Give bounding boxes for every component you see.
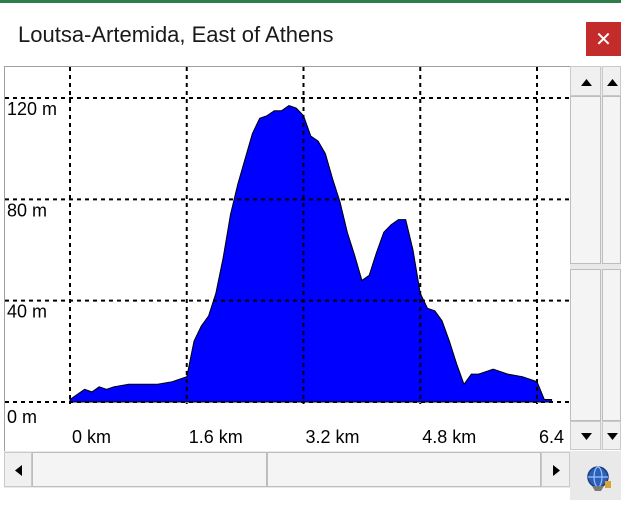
scroll-down-button[interactable] xyxy=(570,421,601,450)
y-tick-label: 80 m xyxy=(7,200,47,220)
scroll-down-button-secondary[interactable] xyxy=(602,421,621,450)
window-accent-bar xyxy=(0,0,621,3)
horizontal-scroll-track-left[interactable] xyxy=(32,452,267,487)
elevation-chart-svg: 0 m 40 m 80 m 120 m 0 km 1.6 km 3.2 km 4.8 km 6.… xyxy=(5,67,571,447)
arrow-left-icon xyxy=(15,465,22,476)
vertical-scroll-thumb-secondary[interactable] xyxy=(602,96,621,264)
x-tick-label: 6.4 km xyxy=(539,427,571,447)
arrow-up-icon xyxy=(581,79,592,86)
close-button[interactable]: ✕ xyxy=(586,22,621,56)
arrow-down-icon xyxy=(607,433,618,440)
elevation-area xyxy=(69,105,553,403)
x-tick-label: 4.8 km xyxy=(422,427,476,447)
scroll-up-button-secondary[interactable] xyxy=(602,66,621,96)
x-tick-label: 3.2 km xyxy=(306,427,360,447)
vertical-scrollbar[interactable] xyxy=(570,66,621,450)
scroll-left-button[interactable] xyxy=(4,452,32,487)
vertical-scroll-track-lower[interactable] xyxy=(570,269,601,421)
horizontal-scroll-thumb[interactable] xyxy=(267,452,541,487)
horizontal-scrollbar[interactable] xyxy=(4,451,570,488)
arrow-up-icon xyxy=(607,79,618,86)
vertical-scroll-track-lower-secondary[interactable] xyxy=(602,269,621,421)
x-tick-label: 0 km xyxy=(72,427,111,447)
scroll-right-button[interactable] xyxy=(541,452,570,487)
close-icon: ✕ xyxy=(595,27,612,51)
x-tick-label: 1.6 km xyxy=(189,427,243,447)
window-title: Loutsa-Artemida, East of Athens xyxy=(18,22,334,47)
scrollbar-corner xyxy=(570,451,621,500)
elevation-chart: 0 m 40 m 80 m 120 m 0 km 1.6 km 3.2 km 4.8 km 6.… xyxy=(4,66,571,451)
vertical-scroll-thumb[interactable] xyxy=(570,96,601,264)
arrow-right-icon xyxy=(553,465,560,476)
globe-icon[interactable] xyxy=(570,451,621,500)
y-tick-label: 40 m xyxy=(7,302,47,322)
arrow-down-icon xyxy=(581,433,592,440)
window-bottom-border xyxy=(0,488,570,500)
scroll-up-button[interactable] xyxy=(570,66,601,96)
y-tick-label: 0 m xyxy=(7,407,37,427)
y-tick-label: 120 m xyxy=(7,99,57,119)
